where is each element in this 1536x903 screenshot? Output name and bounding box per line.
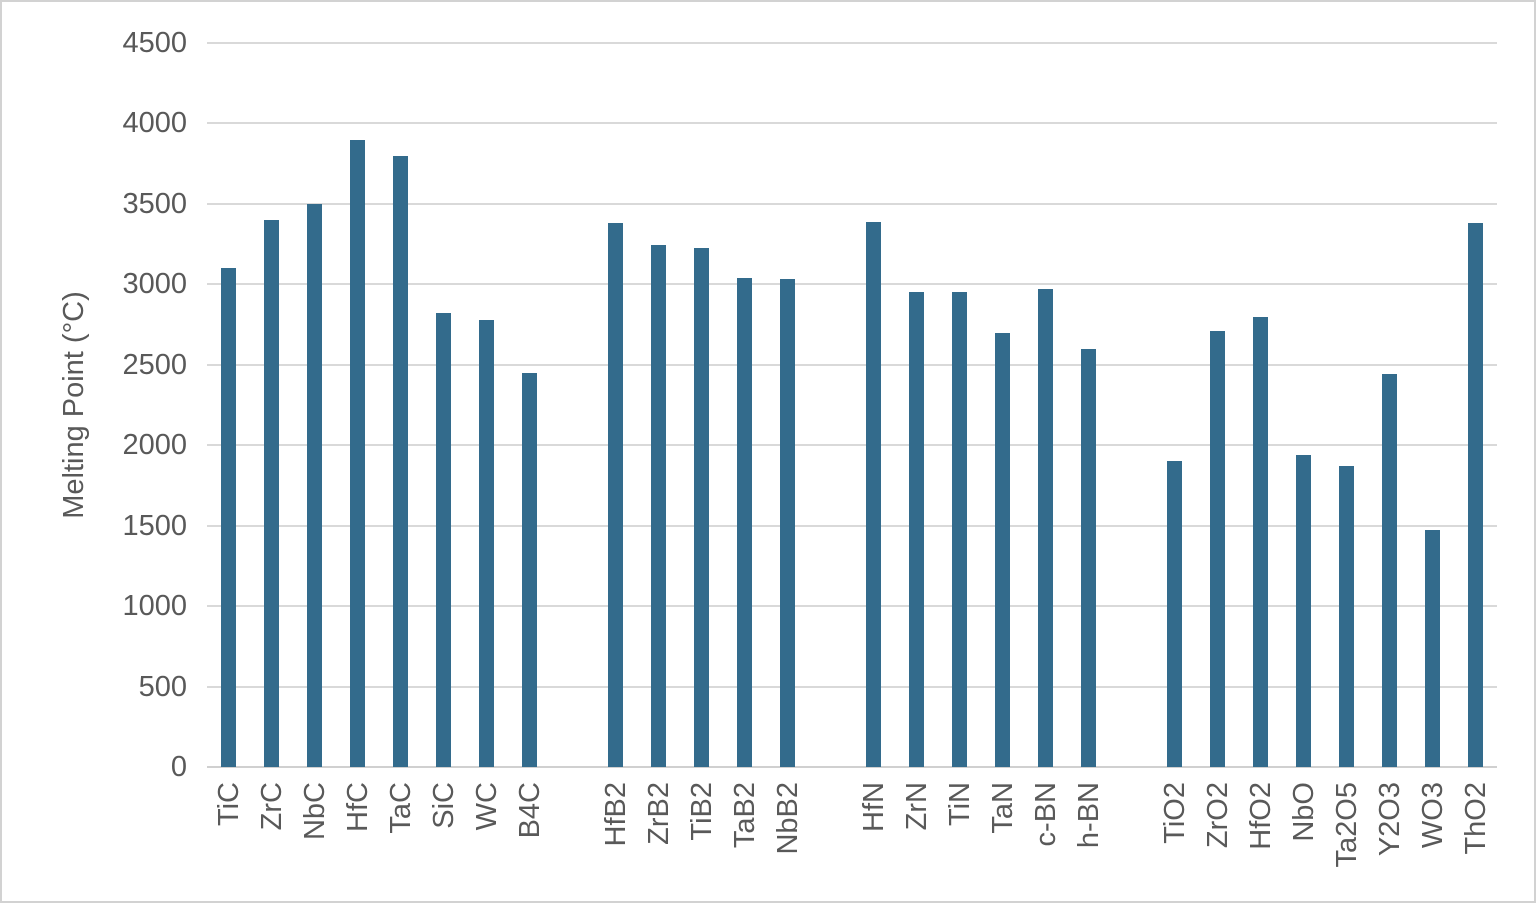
gridline-3500 xyxy=(207,202,1497,205)
gridline-2000 xyxy=(207,444,1497,447)
bar-TiO2 xyxy=(1167,461,1182,767)
bar-TaC xyxy=(393,156,408,767)
gridline-500 xyxy=(207,685,1497,688)
x-tick-label-Ta2O5: Ta2O5 xyxy=(1330,782,1363,868)
plot-area xyxy=(207,42,1497,768)
x-tick-label-HfN: HfN xyxy=(857,782,890,832)
y-tick-label-1000: 1000 xyxy=(122,590,187,623)
bar-HfC xyxy=(350,140,365,767)
bar-NbO xyxy=(1296,455,1311,767)
x-tick-label-ZrB2: ZrB2 xyxy=(642,782,675,845)
bar-TaN xyxy=(995,333,1010,767)
x-tick-label-WO3: WO3 xyxy=(1416,782,1449,849)
x-tick-label-h-BN: h-BN xyxy=(1072,782,1105,849)
y-tick-label-1500: 1500 xyxy=(122,509,187,542)
y-tick-label-3000: 3000 xyxy=(122,268,187,301)
x-tick-label-TaN: TaN xyxy=(986,782,1019,834)
x-tick-label-ZrO2: ZrO2 xyxy=(1201,782,1234,849)
bar-ZrO2 xyxy=(1210,331,1225,767)
x-tick-label-TiB2: TiB2 xyxy=(685,782,718,841)
x-tick-label-NbC: NbC xyxy=(298,782,331,841)
y-tick-label-0: 0 xyxy=(170,751,187,783)
gridline-2500 xyxy=(207,363,1497,366)
bar-c-BN xyxy=(1038,289,1053,767)
x-tick-label-ZrN: ZrN xyxy=(900,782,933,831)
y-tick-label-500: 500 xyxy=(138,670,187,703)
bar-ZrN xyxy=(909,292,924,767)
x-tick-label-NbO: NbO xyxy=(1287,782,1320,842)
bar-HfO2 xyxy=(1253,317,1268,767)
y-tick-label-2500: 2500 xyxy=(122,348,187,381)
bar-SiC xyxy=(436,313,451,767)
y-axis-title: Melting Point (°C) xyxy=(58,291,90,519)
x-tick-label-TiN: TiN xyxy=(943,782,976,827)
x-tick-label-HfC: HfC xyxy=(341,782,374,832)
x-tick-label-HfB2: HfB2 xyxy=(599,782,632,847)
bar-ThO2 xyxy=(1468,223,1483,767)
x-tick-label-TiC: TiC xyxy=(212,782,245,827)
x-tick-label-SiC: SiC xyxy=(427,782,460,829)
x-tick-label-TaC: TaC xyxy=(384,782,417,834)
bar-h-BN xyxy=(1081,349,1096,767)
x-tick-label-NbB2: NbB2 xyxy=(771,782,804,855)
x-tick-label-TiO2: TiO2 xyxy=(1158,782,1191,844)
bar-B4C xyxy=(522,373,537,767)
bar-WC xyxy=(479,320,494,767)
bar-HfN xyxy=(866,222,881,767)
y-tick-label-3500: 3500 xyxy=(122,187,187,220)
x-axis-line xyxy=(207,766,1497,768)
bar-ZrB2 xyxy=(651,245,666,767)
x-tick-label-Y2O3: Y2O3 xyxy=(1373,782,1406,857)
gridline-1000 xyxy=(207,605,1497,608)
bar-NbC xyxy=(307,204,322,767)
x-tick-label-HfO2: HfO2 xyxy=(1244,782,1277,850)
bar-NbB2 xyxy=(780,279,795,767)
x-tick-label-ThO2: ThO2 xyxy=(1459,782,1492,855)
bar-TiN xyxy=(952,292,967,767)
bar-WO3 xyxy=(1425,530,1440,767)
bar-Y2O3 xyxy=(1382,374,1397,767)
x-tick-label-TaB2: TaB2 xyxy=(728,782,761,849)
bar-TiC xyxy=(221,268,236,767)
y-tick-label-4000: 4000 xyxy=(122,107,187,140)
bar-HfB2 xyxy=(608,223,623,767)
bar-Ta2O5 xyxy=(1339,466,1354,767)
x-tick-label-c-BN: c-BN xyxy=(1029,782,1062,847)
y-tick-label-2000: 2000 xyxy=(122,429,187,462)
gridline-4000 xyxy=(207,122,1497,125)
y-tick-label-4500: 4500 xyxy=(122,27,187,59)
gridline-1500 xyxy=(207,524,1497,527)
bar-TiB2 xyxy=(694,248,709,767)
gridline-4500 xyxy=(207,42,1497,44)
gridline-3000 xyxy=(207,283,1497,286)
x-tick-label-ZrC: ZrC xyxy=(255,782,288,831)
x-tick-label-WC: WC xyxy=(470,782,503,831)
bar-TaB2 xyxy=(737,278,752,767)
bar-ZrC xyxy=(264,220,279,767)
x-tick-label-B4C: B4C xyxy=(513,782,546,839)
